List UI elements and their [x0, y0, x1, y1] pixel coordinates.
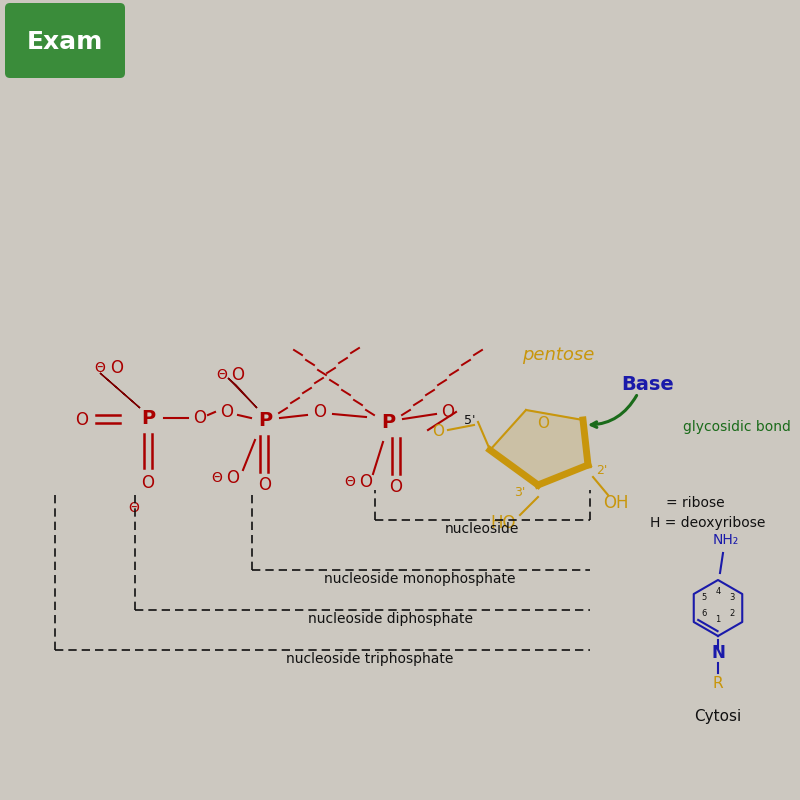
Text: Θ: Θ — [94, 361, 106, 375]
Text: Θ: Θ — [217, 368, 227, 382]
Text: 6: 6 — [702, 609, 706, 618]
Text: Exam: Exam — [27, 30, 103, 54]
Text: nucleoside diphosphate: nucleoside diphosphate — [307, 612, 473, 626]
Text: O: O — [537, 415, 549, 430]
Text: Cytosi: Cytosi — [694, 709, 742, 723]
Text: 4: 4 — [715, 587, 721, 597]
Text: Θ: Θ — [211, 471, 222, 485]
Text: O: O — [194, 409, 206, 427]
Text: O: O — [110, 359, 123, 377]
Polygon shape — [228, 378, 257, 408]
Text: Θ: Θ — [345, 475, 355, 489]
Text: = ribose: = ribose — [666, 496, 725, 510]
Text: P: P — [381, 413, 395, 431]
FancyBboxPatch shape — [5, 3, 125, 78]
Text: O: O — [432, 425, 444, 439]
Text: HO: HO — [490, 514, 516, 532]
Text: R: R — [713, 675, 723, 690]
Text: O: O — [442, 403, 454, 421]
Text: O: O — [359, 473, 373, 491]
Text: N: N — [711, 644, 725, 662]
Text: pentose: pentose — [522, 346, 594, 364]
Polygon shape — [100, 373, 140, 408]
Text: nucleoside monophosphate: nucleoside monophosphate — [324, 572, 516, 586]
Text: O: O — [221, 403, 234, 421]
Text: H = deoxyribose: H = deoxyribose — [650, 516, 766, 530]
Text: O: O — [231, 366, 245, 384]
Text: NH₂: NH₂ — [713, 533, 739, 547]
Polygon shape — [490, 410, 588, 485]
Text: O: O — [226, 469, 239, 487]
Text: O: O — [390, 478, 402, 496]
Text: nucleoside triphosphate: nucleoside triphosphate — [286, 652, 454, 666]
Text: 3': 3' — [514, 486, 526, 499]
Text: P: P — [141, 409, 155, 427]
Text: O: O — [142, 474, 154, 492]
Text: 2: 2 — [730, 609, 734, 618]
Text: 1: 1 — [715, 615, 721, 625]
Text: 5: 5 — [702, 594, 706, 602]
Text: 3: 3 — [730, 594, 734, 602]
Text: O: O — [258, 476, 271, 494]
Text: O: O — [75, 411, 89, 429]
Text: O: O — [314, 403, 326, 421]
Text: nucleoside: nucleoside — [445, 522, 519, 536]
Text: glycosidic bond: glycosidic bond — [683, 420, 791, 434]
Text: Θ: Θ — [129, 501, 139, 515]
Text: Base: Base — [622, 375, 674, 394]
Text: 5': 5' — [464, 414, 476, 426]
Text: OH: OH — [603, 494, 629, 512]
Text: P: P — [258, 410, 272, 430]
Text: 2': 2' — [596, 463, 608, 477]
